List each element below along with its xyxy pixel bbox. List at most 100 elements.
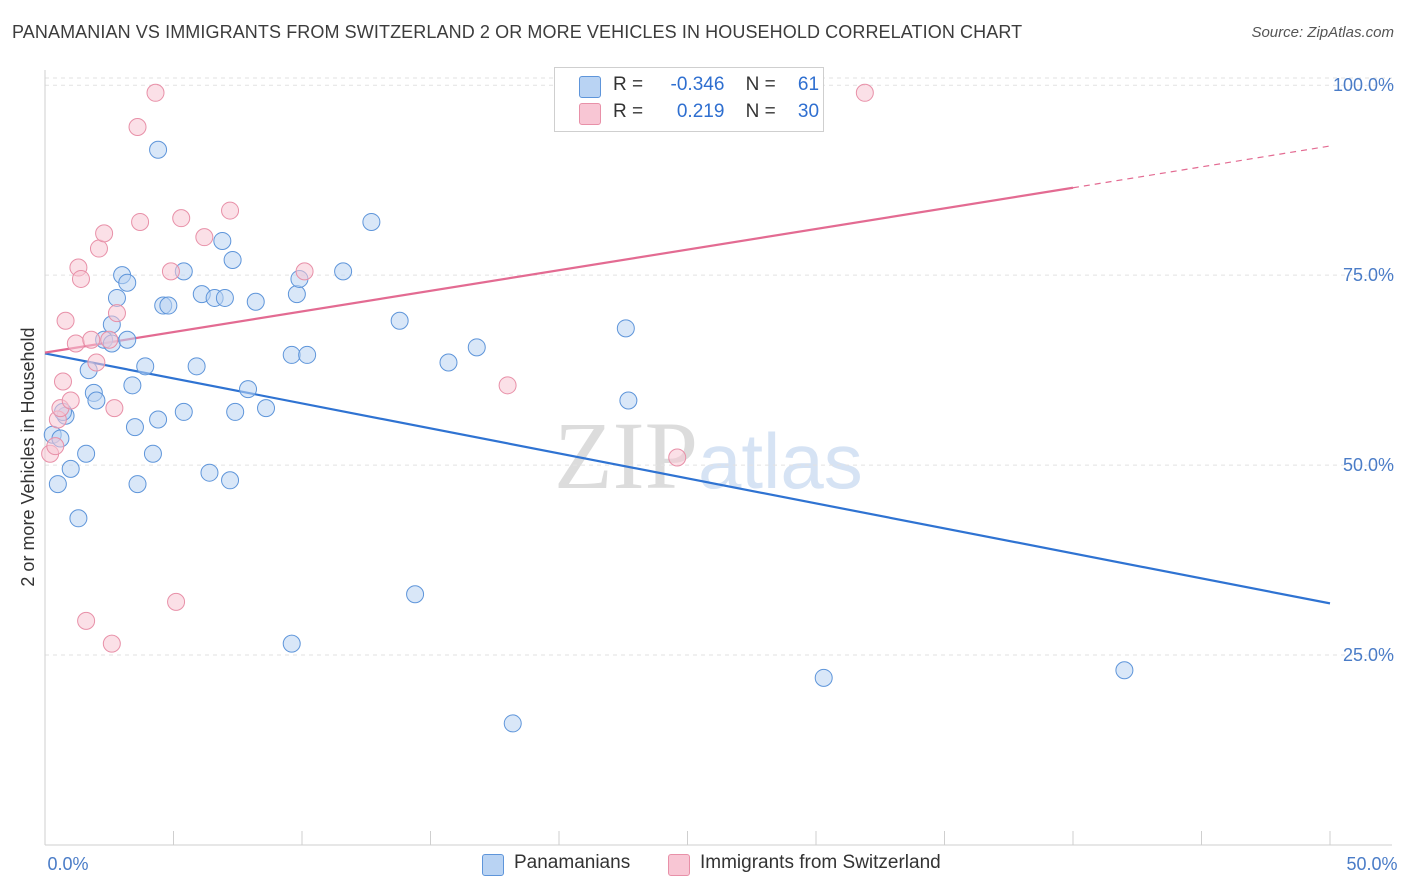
axes (44, 70, 1392, 846)
point-panamanian (298, 345, 317, 364)
point-panamanian (200, 463, 219, 482)
point-panamanian (149, 140, 168, 159)
point-panamanian (257, 399, 276, 418)
y-tick-label: 75.0% (1343, 265, 1394, 285)
point-panamanian (136, 357, 155, 376)
point-panamanian (159, 296, 178, 315)
point-panamanian (107, 288, 126, 307)
y-axis-title: 2 or more Vehicles in Household (18, 327, 38, 586)
point-panamanian (149, 410, 168, 429)
point-switzerland (172, 209, 191, 228)
n-label: N = (745, 74, 776, 95)
point-panamanian (77, 444, 96, 463)
point-panamanian (215, 288, 234, 307)
point-panamanian (118, 273, 137, 292)
point-switzerland (167, 592, 186, 611)
source-label: Source: ZipAtlas.com (1251, 24, 1394, 41)
point-panamanian (125, 418, 144, 437)
point-panamanian (118, 330, 137, 349)
point-panamanian (187, 357, 206, 376)
series-legend: Panamanians Immigrants from Switzerland (0, 850, 1406, 880)
point-switzerland (102, 634, 121, 653)
point-panamanian (213, 231, 232, 250)
n-label: N = (745, 101, 776, 122)
point-switzerland (66, 334, 85, 353)
point-switzerland (107, 304, 126, 323)
point-panamanian (616, 319, 635, 338)
point-switzerland (46, 437, 65, 456)
point-panamanian (123, 376, 142, 395)
point-panamanian (223, 250, 242, 269)
point-panamanian (246, 292, 265, 311)
point-switzerland (56, 311, 75, 330)
point-switzerland (161, 262, 180, 281)
data-points (41, 83, 1134, 733)
y-tick-label: 50.0% (1343, 455, 1394, 475)
point-switzerland (53, 372, 72, 391)
legend-label-panamanians: Panamanians (514, 852, 631, 873)
point-panamanian (69, 509, 88, 528)
axis-labels: 25.0% 50.0% 75.0% 100.0% 0.0% 50.0% 2 or more … (18, 75, 1398, 874)
point-switzerland (498, 376, 517, 395)
point-panamanian (128, 475, 147, 494)
point-switzerland (221, 201, 240, 220)
trend-lines (44, 145, 1331, 605)
point-panamanian (439, 353, 458, 372)
point-switzerland (146, 83, 165, 102)
n-value: 61 (797, 74, 820, 95)
point-switzerland (61, 391, 80, 410)
legend-label-switzerland: Immigrants from Switzerland (700, 852, 941, 873)
point-switzerland (95, 224, 114, 243)
watermark-atlas: atlas (698, 417, 863, 505)
point-panamanian (226, 402, 245, 421)
x-tick-label-max: 50.0% (1346, 854, 1397, 874)
point-switzerland (195, 228, 214, 247)
point-panamanian (221, 471, 240, 490)
point-switzerland (89, 239, 108, 258)
legend-swatch-blue (579, 76, 601, 98)
point-panamanian (287, 285, 306, 304)
legend-swatch-panamanians (482, 854, 504, 876)
y-tick-label: 25.0% (1343, 645, 1394, 665)
chart-title: PANAMANIAN VS IMMIGRANTS FROM SWITZERLAN… (12, 22, 1023, 42)
point-panamanian (619, 391, 638, 410)
point-panamanian (503, 714, 522, 733)
point-switzerland (71, 269, 90, 288)
point-panamanian (282, 345, 301, 364)
legend-swatch-switzerland (668, 854, 690, 876)
r-label: R = (613, 101, 644, 122)
point-switzerland (131, 212, 150, 231)
point-switzerland (855, 83, 874, 102)
point-panamanian (814, 668, 833, 687)
point-switzerland (295, 262, 314, 281)
point-switzerland (128, 117, 147, 136)
point-panamanian (406, 585, 425, 604)
point-switzerland (105, 399, 124, 418)
point-switzerland (668, 448, 687, 467)
point-panamanian (390, 311, 409, 330)
point-panamanian (174, 402, 193, 421)
trend-line-switzerland (44, 186, 1074, 354)
watermark: ZIPatlas (554, 400, 863, 511)
point-panamanian (282, 634, 301, 653)
y-tick-label: 100.0% (1333, 75, 1394, 95)
correlation-legend: R = -0.346 N = 61 R = 0.219 N = 30 (554, 67, 824, 132)
trend-line-panamanians (44, 352, 1331, 605)
point-switzerland (100, 330, 119, 349)
point-panamanian (239, 380, 258, 399)
point-switzerland (77, 611, 96, 630)
point-panamanian (61, 459, 80, 478)
point-switzerland (87, 353, 106, 372)
point-panamanian (143, 444, 162, 463)
r-value: 0.219 (676, 101, 725, 122)
point-panamanian (467, 338, 486, 357)
point-panamanian (1115, 661, 1134, 680)
r-value: -0.346 (670, 74, 725, 95)
grid-lines (45, 77, 1392, 656)
point-panamanian (334, 262, 353, 281)
point-switzerland (82, 330, 101, 349)
r-label: R = (613, 74, 644, 95)
x-tick-label-min: 0.0% (47, 854, 88, 874)
trend-line-switzerland-extension (1072, 145, 1331, 189)
